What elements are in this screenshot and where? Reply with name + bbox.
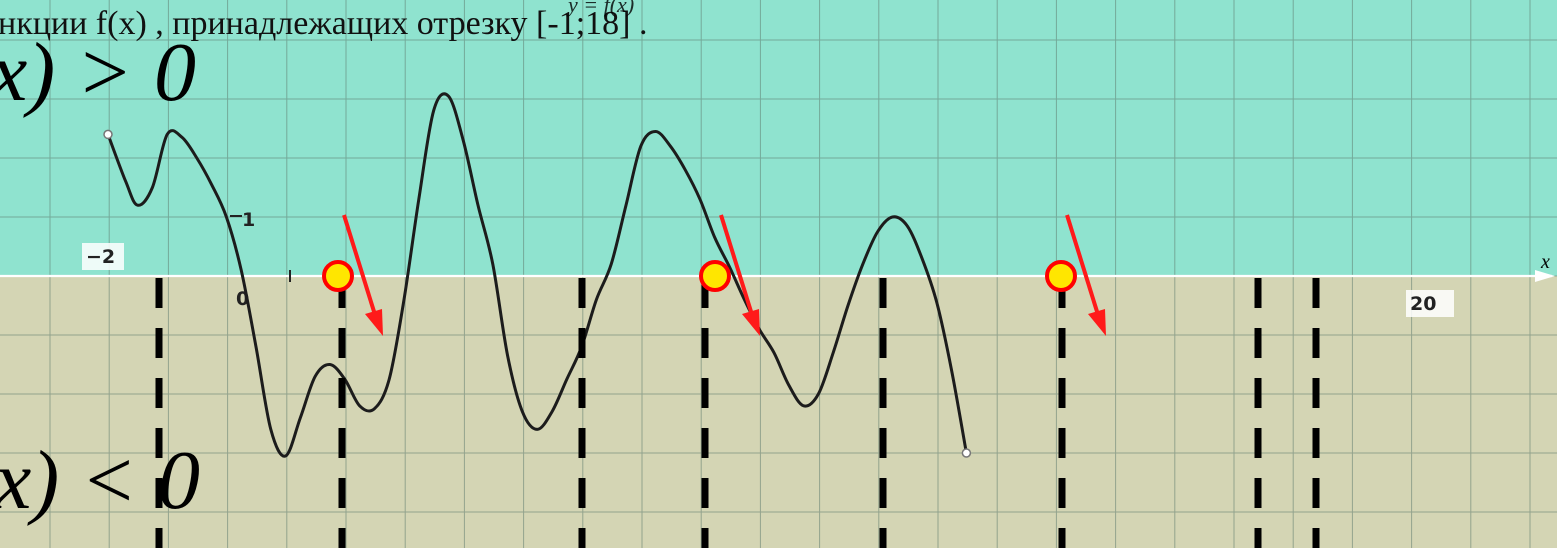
positive-region-bg [0, 0, 1557, 276]
decreasing-arrow [719, 214, 760, 336]
decreasing-arrow-shaft [719, 214, 755, 319]
function-curve [106, 92, 968, 458]
decreasing-arrow [1065, 214, 1106, 336]
tick-label: 20 [1406, 290, 1454, 317]
decreasing-arrow-head [742, 309, 760, 336]
task-text: нкции f(x) , принадлежащих отрезку [-1;1… [0, 5, 647, 42]
tick-label: 1 [242, 209, 255, 231]
tick-label-bg [82, 243, 124, 270]
curve-endpoint-start [103, 129, 113, 140]
decreasing-arrow [342, 214, 383, 336]
x-axis-arrow [1535, 270, 1555, 282]
tick-label-bg [1406, 290, 1454, 317]
positive-region-label: x) > 0 [0, 26, 196, 119]
x-axis-label: x [1540, 251, 1550, 273]
decreasing-arrow-shaft [1065, 214, 1101, 319]
curve-endpoint-end [961, 448, 972, 458]
negative-region-label: x) < 0 [0, 434, 200, 527]
decreasing-arrow-head [1088, 309, 1106, 336]
tick-label-text: 1 [242, 209, 255, 231]
tick-label-text: −2 [86, 246, 115, 268]
zero-marker [1045, 260, 1077, 292]
zero-marker [699, 260, 731, 292]
decreasing-arrow-shaft [342, 214, 378, 319]
function-label: y = f(x) [566, 0, 634, 17]
zero-marker [322, 260, 354, 292]
tick-label: −2 [82, 243, 124, 270]
negative-region-bg [0, 276, 1557, 548]
decreasing-arrow-head [365, 309, 383, 336]
tick-label-text: 20 [1410, 293, 1436, 315]
